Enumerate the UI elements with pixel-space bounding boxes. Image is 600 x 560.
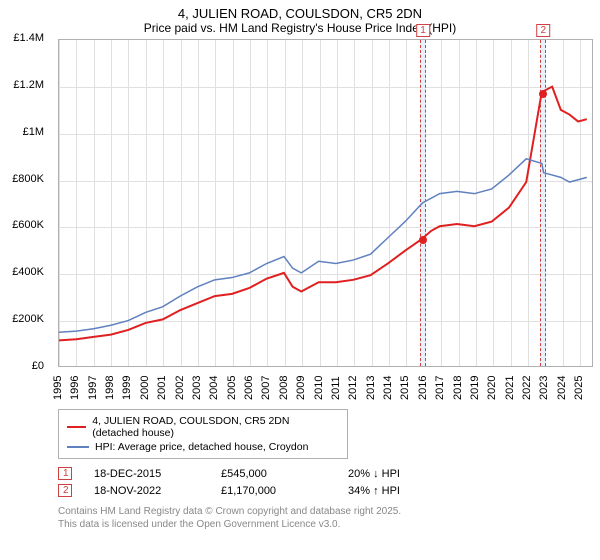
legend-item: HPI: Average price, detached house, Croy… <box>67 440 339 454</box>
sale-marker-label: 1 <box>416 24 430 37</box>
series-hpi <box>59 159 587 332</box>
y-tick-label: £1M <box>0 126 44 138</box>
x-tick-label: 2017 <box>434 376 446 400</box>
sale-marker-label: 2 <box>536 24 550 37</box>
x-tick-label: 2023 <box>538 376 550 400</box>
sale-delta: 20% ↓ HPI <box>348 468 453 480</box>
sales-table: 1 18-DEC-2015 £545,000 20% ↓ HPI 2 18-NOV-202… <box>58 465 590 499</box>
sale-point <box>419 236 427 244</box>
x-tick-label: 2003 <box>191 376 203 400</box>
sale-price: £1,170,000 <box>221 485 326 497</box>
x-tick-label: 1997 <box>87 376 99 400</box>
x-tick-label: 2001 <box>156 376 168 400</box>
x-tick-label: 2009 <box>295 376 307 400</box>
x-tick-label: 2002 <box>174 376 186 400</box>
x-tick-label: 2020 <box>486 376 498 400</box>
x-tick-label: 2008 <box>278 376 290 400</box>
x-tick-label: 2010 <box>313 376 325 400</box>
x-tick-label: 2022 <box>521 376 533 400</box>
x-tick-label: 2014 <box>382 376 394 400</box>
chart-title: 4, JULIEN ROAD, COULSDON, CR5 2DN <box>10 6 590 21</box>
x-tick-label: 1995 <box>52 376 64 400</box>
sale-delta: 34% ↑ HPI <box>348 485 453 497</box>
chart-container: 4, JULIEN ROAD, COULSDON, CR5 2DN Price … <box>0 0 600 560</box>
x-tick-label: 1999 <box>121 376 133 400</box>
sale-point <box>539 90 547 98</box>
sale-id-box: 2 <box>58 484 72 497</box>
legend-label: 4, JULIEN ROAD, COULSDON, CR5 2DN (detac… <box>92 415 339 439</box>
chart-subtitle: Price paid vs. HM Land Registry's House … <box>10 21 590 35</box>
x-tick-label: 1998 <box>104 376 116 400</box>
x-tick-label: 2019 <box>469 376 481 400</box>
y-tick-label: £800K <box>0 173 44 185</box>
footer-copyright: Contains HM Land Registry data © Crown c… <box>58 505 590 518</box>
y-axis: £0£200K£400K£600K£800K£1M£1.2M£1.4M <box>0 38 46 366</box>
sale-date: 18-DEC-2015 <box>94 468 199 480</box>
y-tick-label: £600K <box>0 219 44 231</box>
x-tick-label: 2013 <box>365 376 377 400</box>
x-tick-label: 2025 <box>573 376 585 400</box>
y-tick-label: £1.2M <box>0 79 44 91</box>
sale-id-box: 1 <box>58 467 72 480</box>
x-tick-label: 2000 <box>139 376 151 400</box>
x-tick-label: 2005 <box>226 376 238 400</box>
x-tick-label: 2007 <box>260 376 272 400</box>
x-tick-label: 2012 <box>347 376 359 400</box>
series-property <box>59 87 587 341</box>
chart-lines <box>59 40 592 366</box>
x-tick-label: 2004 <box>208 376 220 400</box>
legend-item: 4, JULIEN ROAD, COULSDON, CR5 2DN (detac… <box>67 414 339 440</box>
x-tick-label: 2015 <box>399 376 411 400</box>
sale-date: 18-NOV-2022 <box>94 485 199 497</box>
x-tick-label: 2006 <box>243 376 255 400</box>
plot-area: 12 <box>58 39 593 367</box>
x-tick-label: 2021 <box>504 376 516 400</box>
x-tick-label: 2011 <box>330 376 342 400</box>
x-tick-label: 2016 <box>417 376 429 400</box>
sale-row: 2 18-NOV-2022 £1,170,000 34% ↑ HPI <box>58 482 590 499</box>
x-axis: 1995 1996 1997 1998 1999 2000 2001 2002 2003 2004… <box>48 370 583 410</box>
legend-label: HPI: Average price, detached house, Croy… <box>95 441 308 453</box>
legend-swatch <box>67 446 89 448</box>
sale-row: 1 18-DEC-2015 £545,000 20% ↓ HPI <box>58 465 590 482</box>
footer-license: This data is licensed under the Open Gov… <box>58 518 590 531</box>
y-tick-label: £400K <box>0 266 44 278</box>
sale-price: £545,000 <box>221 468 326 480</box>
legend: 4, JULIEN ROAD, COULSDON, CR5 2DN (detac… <box>58 409 348 459</box>
y-tick-label: £200K <box>0 313 44 325</box>
x-tick-label: 1996 <box>69 376 81 400</box>
x-tick-label: 2018 <box>452 376 464 400</box>
x-tick-label: 2024 <box>556 376 568 400</box>
legend-swatch <box>67 426 86 428</box>
y-tick-label: £0 <box>0 360 44 372</box>
y-tick-label: £1.4M <box>0 32 44 44</box>
chart-footer: Contains HM Land Registry data © Crown c… <box>58 505 590 531</box>
